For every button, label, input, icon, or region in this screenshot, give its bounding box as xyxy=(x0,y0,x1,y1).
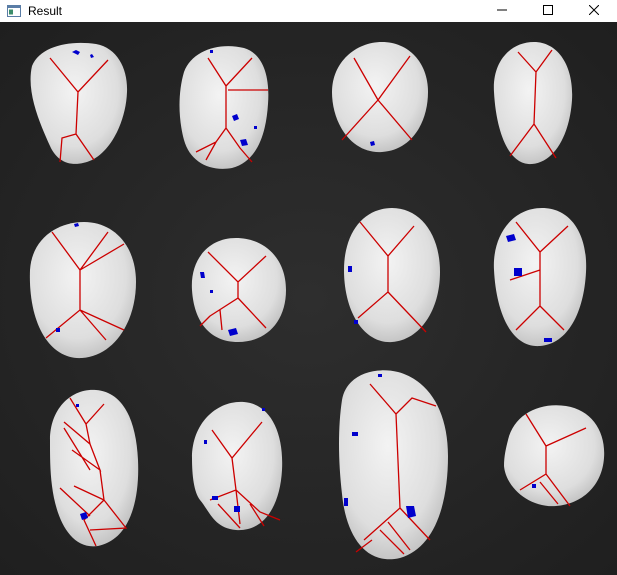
potato-8 xyxy=(493,208,587,347)
potato-5 xyxy=(29,222,136,359)
potato-2 xyxy=(179,46,269,169)
maximize-button[interactable] xyxy=(525,0,571,22)
potato-9 xyxy=(50,389,139,547)
window-title: Result xyxy=(28,4,63,18)
potato-segmentation-image xyxy=(0,22,617,575)
potato-11 xyxy=(339,370,448,560)
potato-4 xyxy=(493,42,573,165)
potato-7 xyxy=(344,208,440,343)
app-window-icon xyxy=(6,3,22,19)
window-controls xyxy=(479,0,617,22)
maximize-icon xyxy=(543,2,553,20)
minimize-icon xyxy=(497,2,507,20)
result-image xyxy=(0,22,617,575)
potato-10 xyxy=(192,401,283,531)
minimize-button[interactable] xyxy=(479,0,525,22)
potato-1 xyxy=(30,42,128,164)
potato-3 xyxy=(332,42,428,153)
title-bar[interactable]: Result xyxy=(0,0,617,22)
close-icon xyxy=(588,2,600,20)
close-button[interactable] xyxy=(571,0,617,22)
potato-6 xyxy=(191,238,286,342)
potato-12 xyxy=(504,405,605,507)
